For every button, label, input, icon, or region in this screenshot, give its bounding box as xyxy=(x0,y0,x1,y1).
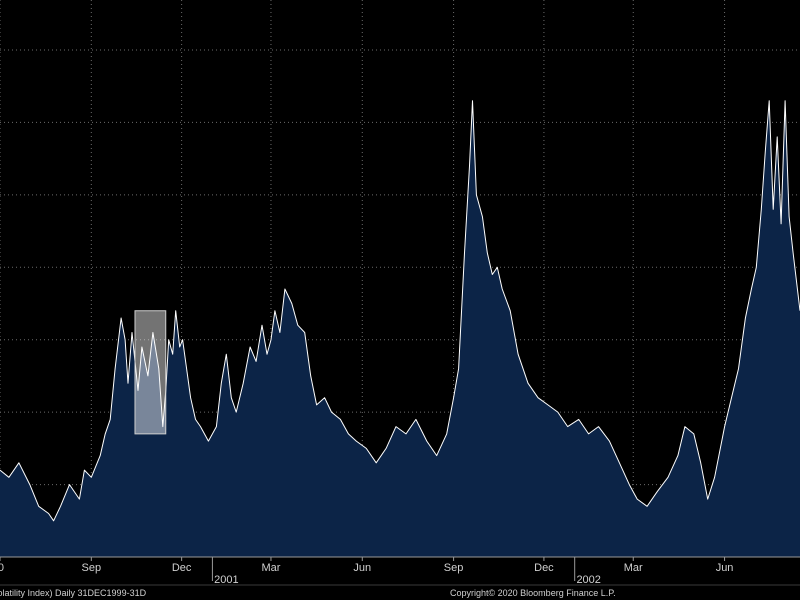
series-line xyxy=(0,100,800,522)
x-tick-label: Dec xyxy=(534,562,554,574)
x-tick-label: Sep xyxy=(82,562,102,574)
year-label: 2002 xyxy=(576,574,600,586)
plot-area xyxy=(0,100,800,557)
x-tick-label: Dec xyxy=(172,562,192,574)
footer-left-text: Volatility Index) Daily 31DEC1999-31D xyxy=(0,588,147,598)
footer-right-text: Copyright© 2020 Bloomberg Finance L.P. xyxy=(450,588,616,598)
x-tick-label: Jun xyxy=(716,562,734,574)
year-label: 2001 xyxy=(214,574,238,586)
x-tick-label: Sep xyxy=(444,562,464,574)
x-tick-label: Jun xyxy=(353,562,371,574)
footer: Volatility Index) Daily 31DEC1999-31D Co… xyxy=(0,584,800,598)
highlight-box xyxy=(134,310,167,435)
series-area xyxy=(0,100,800,557)
x-tick-label: Mar xyxy=(261,562,280,574)
x-tick-label: 0 xyxy=(0,562,4,574)
x-tick-label: Mar xyxy=(624,562,643,574)
x-axis: 0 Sep Dec Mar Jun Sep Dec Mar Jun 2001 2002 xyxy=(0,556,800,586)
